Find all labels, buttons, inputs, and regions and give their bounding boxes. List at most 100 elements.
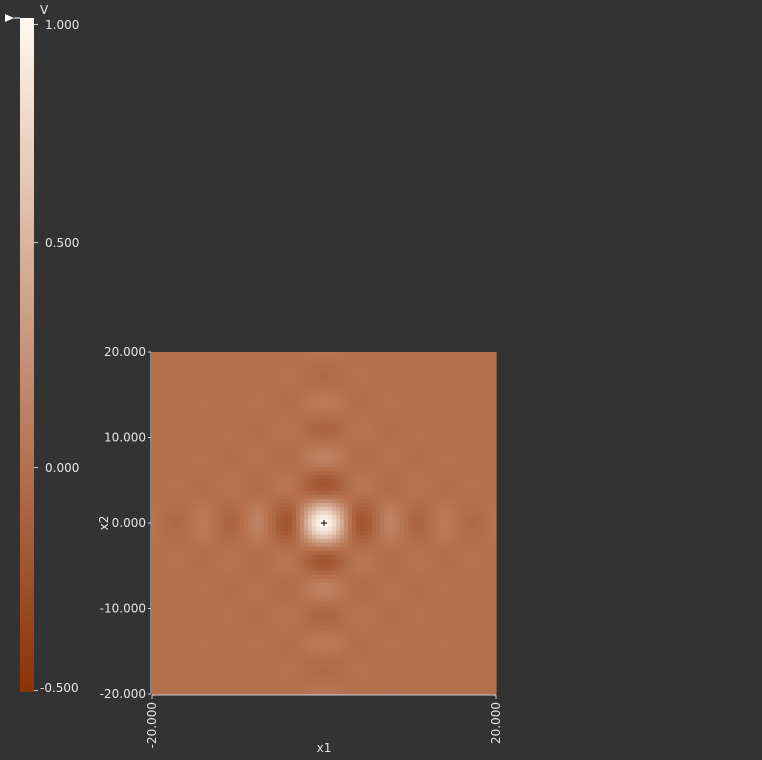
heatmap-cell — [292, 443, 297, 449]
heatmap-cell — [492, 467, 497, 472]
heatmap-cell — [164, 403, 169, 409]
heatmap-cell — [156, 379, 161, 385]
heatmap-cell — [348, 530, 353, 536]
heatmap-cell — [412, 471, 417, 476]
heatmap-cell — [276, 534, 281, 540]
heatmap-cell — [464, 367, 469, 373]
heatmap-cell — [400, 471, 405, 476]
heatmap-cell — [360, 491, 365, 496]
heatmap-cell — [452, 499, 457, 504]
heatmap-cell — [200, 443, 205, 449]
heatmap-cell — [216, 463, 221, 468]
heatmap-cell — [176, 542, 181, 548]
heatmap-cell — [344, 423, 349, 429]
heatmap-cell — [248, 463, 253, 468]
heatmap-cell — [456, 479, 461, 484]
heatmap-cell — [304, 391, 309, 397]
heatmap-cell — [424, 479, 429, 484]
heatmap-cell — [348, 467, 353, 472]
heatmap-cell — [388, 391, 393, 397]
heatmap-cell — [396, 515, 401, 520]
heatmap-cell — [396, 391, 401, 397]
heatmap-cell — [344, 519, 349, 524]
heatmap-cell — [248, 578, 253, 584]
heatmap-cell — [480, 542, 485, 548]
heatmap-cell — [208, 483, 213, 488]
heatmap-cell — [224, 411, 229, 417]
heatmap-cell — [476, 355, 481, 361]
heatmap-cell — [444, 566, 449, 572]
heatmap-cell — [332, 499, 337, 504]
heatmap-cell — [352, 570, 357, 576]
heatmap-cell — [332, 562, 337, 568]
heatmap-cell — [304, 566, 309, 572]
heatmap-cell — [436, 574, 441, 580]
heatmap-cell — [444, 530, 449, 536]
heatmap-cell — [232, 530, 237, 536]
heatmap-cell — [180, 411, 185, 417]
heatmap-cell — [284, 395, 289, 401]
heatmap-cell — [236, 423, 241, 429]
heatmap-cell — [428, 459, 433, 464]
heatmap-cell — [296, 487, 301, 492]
heatmap-cell — [240, 387, 245, 393]
heatmap-cell — [268, 407, 273, 413]
heatmap-cell — [488, 443, 493, 449]
heatmap-cell — [380, 419, 385, 425]
heatmap-cell — [232, 439, 237, 445]
heatmap-cell — [284, 355, 289, 361]
heatmap-cell — [340, 379, 345, 385]
heatmap-cell — [176, 475, 181, 480]
heatmap-cell — [188, 371, 193, 377]
heatmap-cell — [476, 487, 481, 492]
colorbar-slider-handle[interactable] — [5, 13, 21, 23]
heatmap-cell — [468, 391, 473, 397]
heatmap-cell — [348, 519, 353, 524]
heatmap-cell — [272, 439, 277, 445]
heatmap-cell — [320, 503, 325, 508]
heatmap-cell — [368, 363, 373, 369]
heatmap-cell — [460, 455, 465, 460]
heatmap-cell — [240, 435, 245, 441]
heatmap-cell — [248, 447, 253, 453]
heatmap-cell — [392, 523, 397, 528]
heatmap-cell — [196, 530, 201, 536]
heatmap-cell — [216, 407, 221, 413]
heatmap-cell — [196, 363, 201, 369]
heatmap-cell — [164, 427, 169, 433]
heatmap-cell — [428, 483, 433, 488]
heatmap-cell — [252, 419, 257, 425]
heatmap-cell — [416, 479, 421, 484]
heatmap-cell — [444, 459, 449, 464]
heatmap-cell — [412, 387, 417, 393]
heatmap-cell — [224, 570, 229, 576]
heatmap-cell — [360, 511, 365, 516]
heatmap-cell — [352, 423, 357, 429]
heatmap-cell — [472, 419, 477, 425]
heatmap-cell — [228, 479, 233, 484]
heatmap-cell — [156, 491, 161, 496]
heatmap-cell — [248, 352, 253, 357]
heatmap-cell — [368, 399, 373, 405]
heatmap-cell — [180, 495, 185, 500]
heatmap-cell — [184, 352, 189, 357]
heatmap-cell — [280, 570, 285, 576]
heatmap-cell — [188, 435, 193, 441]
heatmap-cell — [312, 554, 317, 560]
heatmap-cell — [368, 483, 373, 488]
heatmap-cell — [244, 515, 249, 520]
heatmap-cell — [216, 459, 221, 464]
heatmap-cell — [444, 395, 449, 401]
heatmap-cell — [208, 534, 213, 540]
heatmap-cell — [156, 519, 161, 524]
heatmap-cell — [164, 451, 169, 456]
heatmap-cell — [220, 574, 225, 580]
heatmap-cell — [336, 355, 341, 361]
heatmap-cell — [228, 530, 233, 536]
heatmap-cell — [292, 467, 297, 472]
heatmap-cell — [360, 383, 365, 389]
heatmap-cell — [464, 395, 469, 401]
heatmap-cell — [228, 471, 233, 476]
heatmap-cell — [184, 546, 189, 552]
heatmap-cell — [176, 479, 181, 484]
